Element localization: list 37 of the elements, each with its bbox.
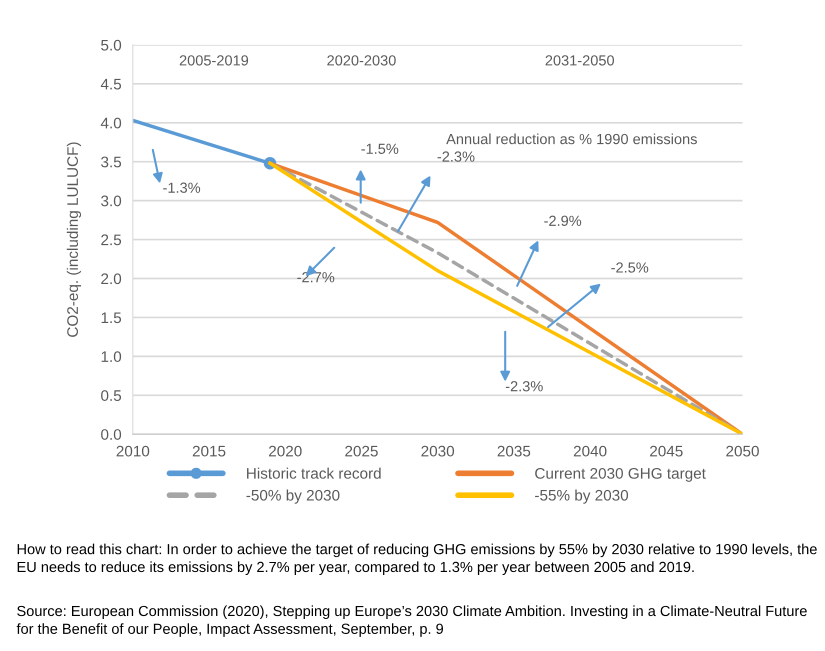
y-tick-label: 4.5 [100,78,122,90]
y-tick-label: 1.0 [102,351,122,362]
x-tick-label: 2015 [192,446,226,457]
x-tick-label: 2045 [650,446,683,457]
y-tick-label: 5.0 [101,40,122,51]
legend-label: -55% by 2030 [535,489,628,504]
legend-label: Current 2030 GHG target [535,468,706,482]
x-tick-label: 2010 [116,446,150,457]
y-tick-label: 0.0 [101,429,122,440]
x-tick-label: 2050 [726,446,759,457]
annotation: Annual reduction as % 1990 emissions [446,134,697,144]
annotation: -1.5% [361,144,398,154]
y-tick-label: 3.0 [101,196,122,206]
x-tick-label: 2020 [269,446,302,457]
y-tick-label: 1.5 [102,312,122,324]
legend-label: Historic track record [247,468,381,479]
y-tick-label: 2.5 [101,234,122,246]
text: How to read this chart: In order to achieve the target of reducing GHG emissions by 55% by 2030 relative to 1990 levels, the EU needs to reduce its emissions by 2.7% per year, compared to 1.3% per year between 2005 and 2019. [18,544,817,575]
source-note: Source: European Commission (2020), Stepping up Europe’s 2030 Climate Ambition. Investing in a Climate-Neutral Future for the Benefit of our People, Impact Assessment, September, p. 9 [16,605,807,637]
legend-label: -50% by 2030 [246,489,340,504]
annotation: 2031-2050 [546,55,614,66]
y-tick-label: 4.0 [100,118,122,128]
annotation: -2.9% [544,216,582,226]
annotation: -2.3% [506,381,543,392]
y-tick-label: 3.5 [101,156,122,168]
annotation: -1.3% [163,182,200,193]
annotation: -2.5% [611,262,648,273]
y-axis-title: CO2-eq. (including LULUCF) [66,142,82,337]
y-tick-label: 0.5 [101,390,122,401]
x-tick-label: 2035 [498,446,530,457]
x-tick-label: 2030 [421,446,454,457]
annotation: -2.3% [438,151,474,162]
x-tick-label: 2025 [345,446,378,457]
annotation: 2020-2030 [327,55,396,66]
x-tick-label: 2040 [574,446,606,457]
y-tick-label: 2.0 [101,273,122,284]
annotation: 2005-2019 [180,55,248,66]
